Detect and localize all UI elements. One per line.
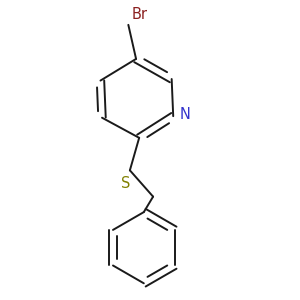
Text: N: N — [180, 107, 191, 122]
Text: Br: Br — [131, 7, 147, 22]
Text: S: S — [121, 176, 130, 191]
